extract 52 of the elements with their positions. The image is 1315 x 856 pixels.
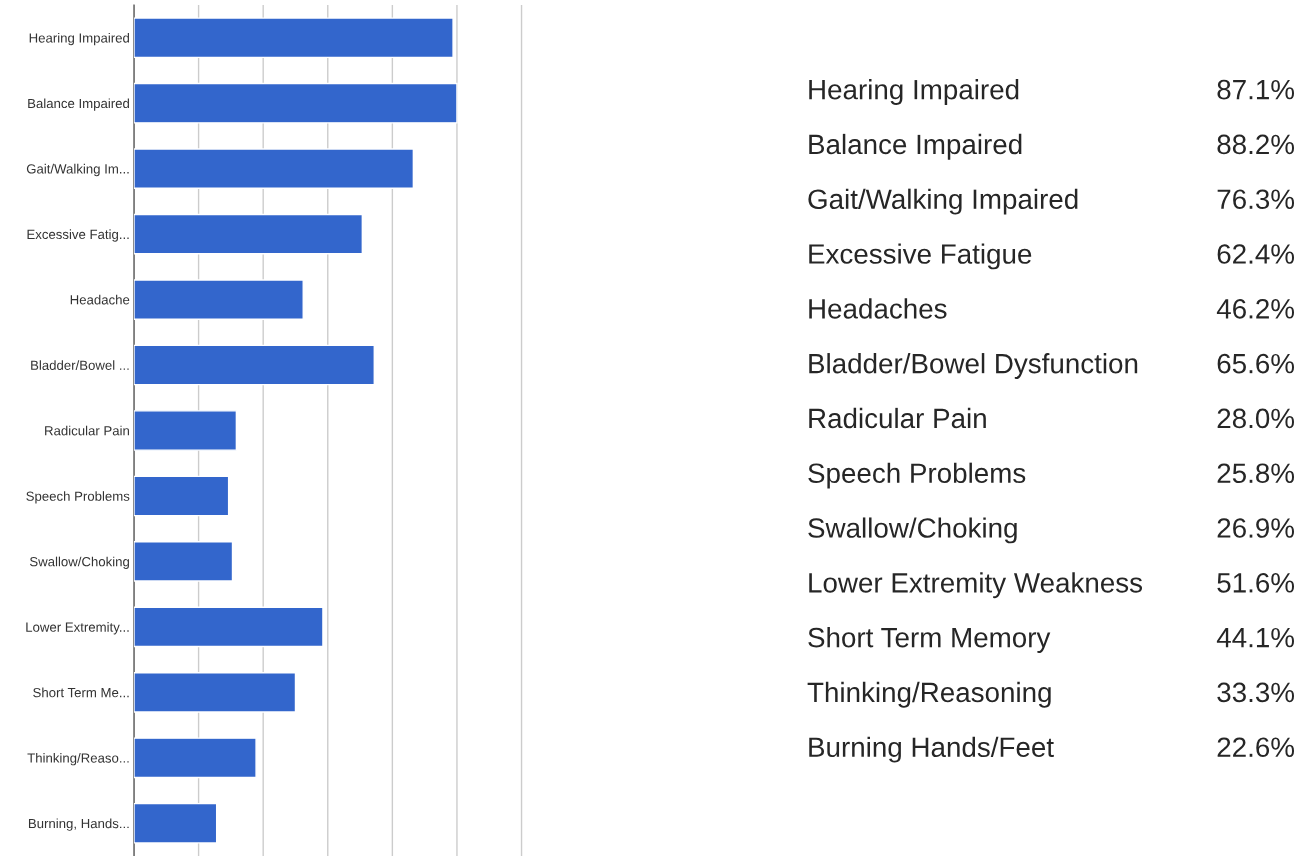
text: 33.3% <box>1217 682 1295 703</box>
y-tick-label: Bladder/Bowel ... <box>31 360 129 370</box>
bar <box>134 541 234 582</box>
text: Burning Hands/Feet <box>809 736 1054 763</box>
bar <box>134 344 375 386</box>
text: 28.0% <box>1217 408 1295 429</box>
bar <box>134 279 304 320</box>
bar <box>134 802 218 844</box>
bar <box>134 672 297 713</box>
bar <box>134 213 364 255</box>
text: 25.8% <box>1217 463 1295 484</box>
y-tick-label: Hearing Impaired <box>29 32 129 46</box>
text: Balance Impaired <box>809 133 1022 160</box>
text: 46.2% <box>1216 298 1295 319</box>
text: Radicular Pain <box>809 407 986 429</box>
y-tick-label: Short Term Me... <box>33 687 129 698</box>
text: 87.1% <box>1217 79 1295 100</box>
text: 22.6% <box>1217 737 1295 758</box>
y-tick-label: Burning, Hands... <box>28 818 129 831</box>
y-tick-label: Lower Extremity... <box>26 622 129 635</box>
text: Gait/Walking Impaired <box>808 188 1078 215</box>
text: 26.9% <box>1217 518 1295 538</box>
y-tick-label: Headache <box>70 294 130 305</box>
y-tick-label: Excessive Fatig... <box>27 229 129 242</box>
text: 88.2% <box>1217 134 1295 155</box>
bar <box>134 737 257 779</box>
y-tick-label: Thinking/Reaso... <box>27 753 129 766</box>
bar <box>134 82 458 124</box>
text: Hearing Impaired <box>809 79 1019 105</box>
text: Headaches <box>809 298 947 319</box>
text: Bladder/Bowel Dysfunction <box>809 353 1138 379</box>
bar <box>134 148 415 189</box>
text: Short Term Memory <box>808 627 1051 653</box>
y-tick-label: Radicular Pain <box>45 425 129 436</box>
text: 76.3% <box>1217 189 1295 210</box>
text: Excessive Fatigue <box>809 243 1032 270</box>
y-tick-label: Swallow/Choking <box>29 556 129 569</box>
text: Lower Extremity Weakness <box>809 572 1143 599</box>
text: Thinking/Reasoning <box>807 681 1051 708</box>
text: Speech Problems <box>808 462 1026 489</box>
y-tick-label: Balance Impaired <box>28 98 129 111</box>
text: 62.4% <box>1217 244 1295 264</box>
y-tick-label: Speech Problems <box>26 491 130 504</box>
y-tick-label: Gait/Walking Im... <box>26 163 129 177</box>
text: 65.6% <box>1217 353 1295 374</box>
text: 44.1% <box>1216 627 1295 648</box>
text: Swallow/Choking <box>808 517 1017 544</box>
text: 51.6% <box>1217 572 1295 593</box>
bar <box>134 606 324 648</box>
bar <box>134 410 238 451</box>
bar <box>134 17 454 59</box>
bar <box>134 475 230 517</box>
